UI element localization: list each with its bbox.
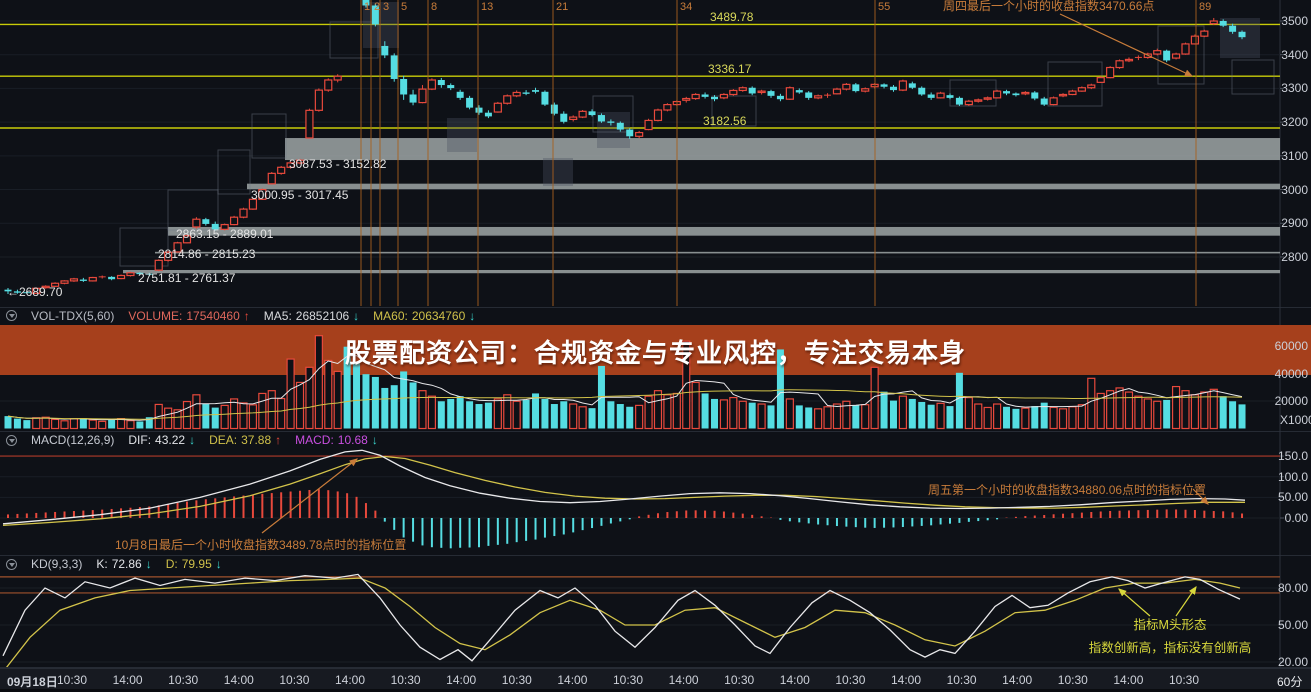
- fib-count-label: 2: [374, 1, 381, 13]
- kd-axis-label: 80.00: [1277, 581, 1308, 595]
- kd-indicator-name: KD(9,3,3): [31, 557, 83, 571]
- time-axis-label: 10:30: [1057, 673, 1088, 687]
- price-axis-label: 3400: [1281, 47, 1308, 62]
- time-axis-label: 14:00: [112, 673, 143, 687]
- kd-d-value: D: 79.95 ↓: [165, 557, 222, 571]
- volume-indicator-name: VOL-TDX(5,60): [31, 308, 115, 323]
- time-axis-label: 14:00: [557, 673, 588, 687]
- macd-axis-label: 150.0: [1277, 449, 1308, 464]
- macd-dea-value: DEA: 37.88 ↑: [209, 433, 282, 447]
- macd-indicator-header: MACD(12,26,9) DIF: 43.22 ↓ DEA: 37.88 ↑ MACD…: [0, 433, 1286, 447]
- price-axis-label: 3200: [1281, 115, 1308, 130]
- time-axis-label: 10:30: [279, 673, 310, 687]
- macd-axis-label: 100.0: [1277, 469, 1308, 484]
- time-axis-label: 14:00: [334, 673, 366, 687]
- time-axis-label: 14:00: [779, 673, 810, 687]
- kd-collapse-icon[interactable]: [6, 558, 17, 570]
- date-label: 09月18日: [7, 675, 58, 689]
- fib-count-label: 55: [878, 1, 891, 13]
- fib-count-label: 3: [383, 1, 390, 13]
- gap-zone-label: 2751.81 - 2761.37: [138, 271, 236, 285]
- up-arrow-icon: ↑: [243, 308, 250, 323]
- volume-indicator-header: VOL-TDX(5,60) VOLUME: 17540460 ↑ MA5: 26852…: [0, 308, 1286, 323]
- kd-indicator-header: KD(9,3,3) K: 72.86 ↓ D: 79.95 ↓: [0, 557, 1286, 571]
- level-label: 3336.17: [708, 62, 752, 77]
- down-arrow-icon: ↓: [353, 308, 360, 323]
- time-axis-label: 10:30: [946, 673, 977, 687]
- time-axis-label: 10:30: [1168, 673, 1200, 687]
- price-annotation: 周四最后一个小时的收盘指数3470.66点: [943, 0, 1155, 13]
- down-arrow-icon: ↓: [215, 557, 222, 571]
- macd-axis-label: 50.00: [1277, 490, 1308, 505]
- volume-axis-label: 20000: [1274, 394, 1308, 408]
- time-axis-label: 10:30: [501, 673, 532, 687]
- macd-annotation-oct8: 10月8日最后一个小时收盘指数3489.78点时的指标位置: [115, 538, 407, 552]
- macd-macd-value: MACD: 10.68 ↓: [295, 433, 378, 447]
- time-axis-label: 14:00: [223, 673, 254, 687]
- gap-zone-label: 2814.86 - 2815.23: [158, 247, 256, 261]
- time-axis-label: 14:00: [668, 673, 699, 687]
- time-axis-label: 10:30: [390, 673, 421, 687]
- time-axis-label: 14:00: [1113, 673, 1144, 687]
- gap-zone-label: 2863.15 - 2889.01: [176, 227, 274, 241]
- time-axis-label: 10:30: [56, 673, 88, 687]
- volume-ma5-value: MA5: 26852106 ↓: [263, 308, 360, 323]
- period-label[interactable]: 60分钟: [1277, 675, 1303, 689]
- price-axis-label: 2800: [1281, 249, 1308, 264]
- down-arrow-icon: ↓: [371, 433, 378, 447]
- down-arrow-icon: ↓: [469, 308, 476, 323]
- time-axis-label: 14:00: [446, 673, 477, 687]
- price-axis-label: 3300: [1281, 81, 1308, 96]
- volume-ma60-value: MA60: 20634760 ↓: [373, 308, 476, 323]
- fib-count-label: 1: [364, 1, 371, 13]
- volume-unit-label: X1000: [1280, 413, 1311, 427]
- time-axis-label: 14:00: [1002, 673, 1033, 687]
- level-label: 3489.78: [710, 10, 754, 25]
- macd-dif-value: DIF: 43.22 ↓: [128, 433, 196, 447]
- down-arrow-icon: ↓: [189, 433, 196, 447]
- volume-value: VOLUME: 17540460 ↑: [128, 308, 250, 323]
- time-axis-label: 10:30: [724, 673, 755, 687]
- fib-count-label: 13: [481, 1, 494, 13]
- fib-count-label: 34: [680, 1, 693, 13]
- time-axis-label: 14:00: [890, 673, 922, 687]
- gap-zone-label: 3000.95 - 3017.45: [251, 188, 349, 202]
- ad-banner[interactable]: 股票配资公司：合规资金与专业风控，专注交易本身: [344, 338, 966, 368]
- macd-annotation-friday: 周五第一个小时的收盘指数34880.06点时的指标位置: [928, 483, 1207, 497]
- macd-collapse-icon[interactable]: [6, 434, 17, 446]
- time-axis-label: 10:30: [835, 673, 866, 687]
- volume-axis-label: 40000: [1274, 366, 1308, 381]
- fib-count-label: 5: [401, 1, 408, 13]
- gap-zone-label: 3087.53 - 3152.82: [289, 157, 387, 171]
- fib-count-label: 89: [1199, 1, 1212, 13]
- bottom-strip: [0, 689, 1311, 692]
- kd-axis-label: 20.00: [1277, 654, 1308, 669]
- price-axis-label: 3500: [1281, 14, 1308, 28]
- kd-k-value: K: 72.86 ↓: [96, 557, 152, 571]
- up-arrow-icon: ↑: [275, 433, 282, 447]
- time-axis: [0, 668, 1311, 690]
- time-axis-label: 10:30: [612, 673, 644, 687]
- macd-axis-label: 0.00: [1284, 511, 1308, 525]
- price-axis-label: 3000: [1281, 182, 1308, 197]
- macd-indicator-name: MACD(12,26,9): [31, 433, 115, 447]
- price-axis-label: 3100: [1281, 148, 1308, 163]
- volume-collapse-icon[interactable]: [6, 310, 17, 321]
- down-arrow-icon: ↓: [145, 557, 152, 571]
- kd-axis-label: 50.00: [1277, 618, 1308, 632]
- low-price-label: ←2689.70: [7, 285, 63, 299]
- fib-count-label: 8: [431, 1, 438, 13]
- kd-m-top-annotation: 指标M头形态 指数创新高，指标没有创新高: [1088, 618, 1252, 655]
- volume-axis-label: 60000: [1274, 339, 1308, 353]
- time-axis-label: 10:30: [168, 673, 199, 687]
- fib-count-label: 21: [556, 1, 569, 13]
- price-axis-label: 2900: [1281, 216, 1308, 231]
- level-label: 3182.56: [703, 114, 747, 128]
